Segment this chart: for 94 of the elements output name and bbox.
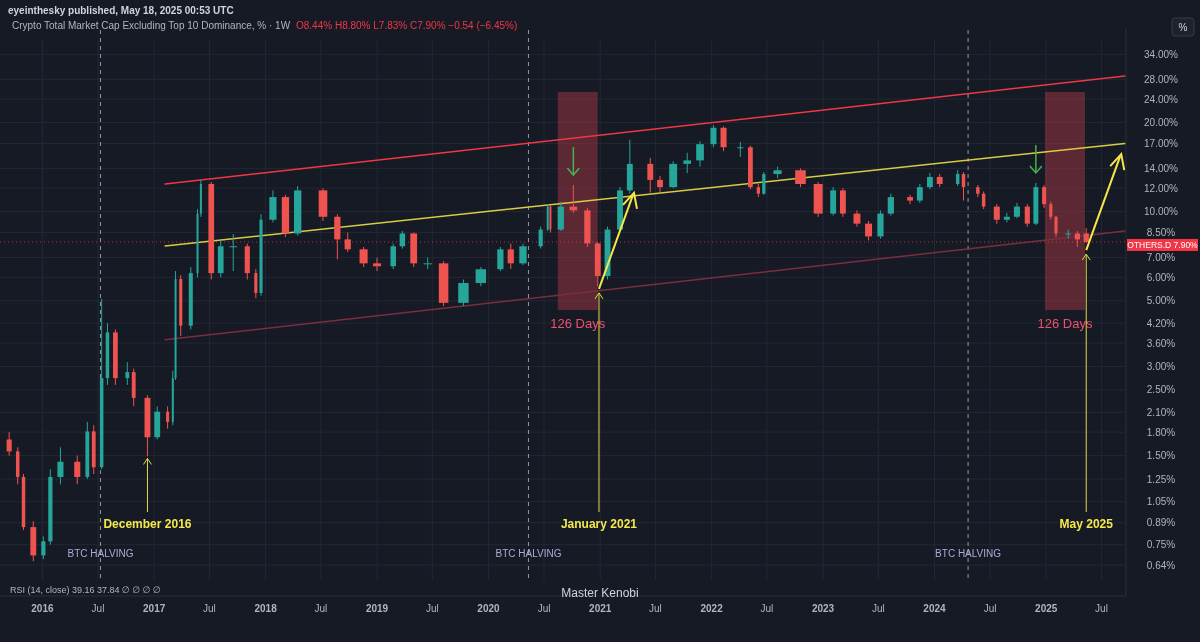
y-tick-label: 1.50% xyxy=(1146,450,1176,462)
candlestick xyxy=(669,160,678,189)
x-tick-label: 2019 xyxy=(365,603,389,614)
candlestick xyxy=(538,226,543,250)
y-tick-label: 5.00% xyxy=(1146,295,1176,307)
y-tick-label: 24.00% xyxy=(1144,93,1179,105)
x-tick-label: Jul xyxy=(91,603,105,614)
candlestick xyxy=(657,175,663,194)
ref-line-label: OTHERS.D 7.90% xyxy=(1127,239,1199,250)
y-tick-label: 17.00% xyxy=(1144,137,1179,149)
candlestick xyxy=(229,233,237,272)
x-tick-label: Jul xyxy=(537,603,551,614)
candlestick xyxy=(1042,184,1047,209)
x-tick-label: 2023 xyxy=(811,603,835,614)
chart-title: Crypto Total Market Cap Excluding Top 10 Dominance, % · 1W xyxy=(12,20,291,31)
candlestick xyxy=(6,431,12,457)
candlestick xyxy=(334,213,341,260)
y-tick-label: 0.64% xyxy=(1146,559,1176,571)
y-tick-label: 3.60% xyxy=(1146,337,1176,349)
x-tick-label: Jul xyxy=(983,603,997,614)
candlestick xyxy=(269,189,277,223)
y-tick-label: 20.00% xyxy=(1144,117,1179,129)
candlestick xyxy=(916,183,923,204)
ref-line-label: BTC HALVING xyxy=(935,548,1002,559)
candlestick xyxy=(359,246,368,268)
y-tick-label: 8.50% xyxy=(1146,227,1176,239)
candlestick xyxy=(839,187,846,218)
y-tick-label: 12.00% xyxy=(1144,182,1179,194)
x-tick-label: 2016 xyxy=(31,603,54,614)
text: Master Kenobi xyxy=(561,586,639,600)
candlestick xyxy=(710,124,717,148)
annotation: January 2021 xyxy=(560,517,638,531)
y-tick-label: 4.20% xyxy=(1146,317,1176,329)
y-tick-label: 10.00% xyxy=(1144,206,1179,218)
candlestick xyxy=(1024,203,1030,228)
candlestick xyxy=(907,194,914,205)
text: eyeinthesky published, May 18, 2025 00:53 UTC xyxy=(8,5,234,16)
x-tick-label: Jul xyxy=(425,603,439,614)
x-tick-label: 2024 xyxy=(923,603,947,614)
candlestick xyxy=(683,152,692,174)
candlestick xyxy=(41,535,46,560)
x-tick-label: 2025 xyxy=(1035,603,1058,614)
x-tick-label: Jul xyxy=(649,603,662,614)
x-tick-label: 2022 xyxy=(700,603,724,614)
y-tick-label: 2.10% xyxy=(1146,406,1176,418)
y-tick-label: 14.00% xyxy=(1144,162,1179,174)
annotation: December 2016 xyxy=(103,517,192,531)
candlestick xyxy=(390,243,396,270)
y-tick-label: 2.50% xyxy=(1146,384,1176,396)
x-tick-label: Jul xyxy=(203,603,216,614)
candlestick xyxy=(373,257,382,272)
ref-line-label: BTC HALVING xyxy=(495,548,562,559)
candlestick xyxy=(887,193,894,217)
candlestick xyxy=(737,141,744,158)
candlestick xyxy=(993,203,1000,225)
x-tick-label: 2018 xyxy=(254,603,278,614)
candlestick xyxy=(877,209,884,240)
y-tick-label: 0.75% xyxy=(1146,539,1176,551)
text: % xyxy=(1178,22,1188,33)
x-tick-label: 2021 xyxy=(589,603,612,614)
y-tick-label: 1.25% xyxy=(1146,473,1176,485)
y-tick-label: 3.00% xyxy=(1146,360,1176,372)
candlestick xyxy=(830,186,837,217)
candlestick xyxy=(557,201,564,232)
candlestick xyxy=(344,232,351,253)
band-label: 126 Days xyxy=(550,316,606,331)
y-tick-label: 6.00% xyxy=(1146,271,1176,283)
x-tick-label: 2017 xyxy=(143,603,166,614)
candlestick xyxy=(647,157,654,194)
y-tick-label: 1.05% xyxy=(1146,495,1176,507)
text: RSI (14, close) 39.16 37.84 ∅ ∅ ∅ ∅ xyxy=(10,585,161,595)
candlestick xyxy=(125,361,130,386)
x-tick-label: Jul xyxy=(760,603,774,614)
x-tick-label: Jul xyxy=(1095,603,1108,614)
x-tick-label: 2020 xyxy=(477,603,501,614)
candlestick xyxy=(696,140,704,168)
y-tick-label: 28.00% xyxy=(1144,73,1179,85)
candlestick xyxy=(74,455,81,485)
x-tick-label: Jul xyxy=(871,603,885,614)
y-tick-label: 34.00% xyxy=(1144,48,1179,60)
y-tick-label: 7.00% xyxy=(1146,252,1176,264)
annotation: May 2025 xyxy=(1059,517,1114,531)
y-tick-label: 1.80% xyxy=(1146,426,1176,438)
candlestick xyxy=(720,125,727,152)
candlestick xyxy=(1003,212,1010,223)
ref-line-label: BTC HALVING xyxy=(67,548,134,559)
candlestick xyxy=(497,246,504,272)
candlestick xyxy=(865,220,873,241)
x-tick-label: Jul xyxy=(314,603,328,614)
chart-subtitle: O8.44% H8.80% L7.83% C7.90% −0.54 (−6.45%) xyxy=(296,20,518,31)
candlestick xyxy=(519,243,527,266)
candlestick xyxy=(507,243,514,270)
candlestick xyxy=(57,446,64,485)
y-tick-label: 0.89% xyxy=(1146,517,1176,529)
